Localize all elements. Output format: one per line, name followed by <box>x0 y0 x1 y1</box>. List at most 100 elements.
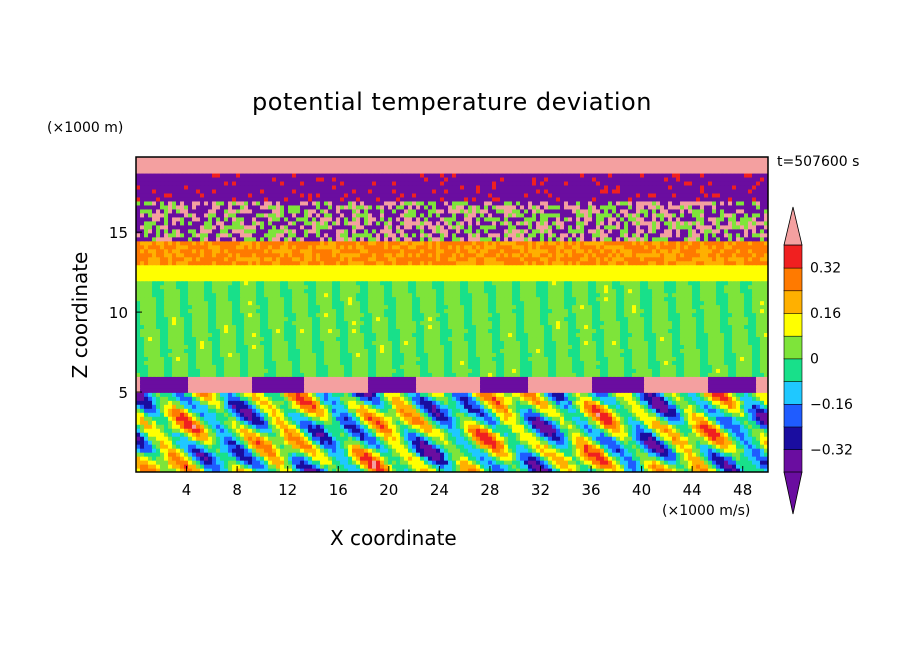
field-cell <box>752 388 757 393</box>
field-cell <box>416 356 421 361</box>
field-cell <box>648 348 653 353</box>
field-cell <box>268 360 273 365</box>
field-cell <box>508 436 513 441</box>
field-cell <box>576 412 581 417</box>
field-cell <box>612 388 617 393</box>
field-cell <box>268 452 273 457</box>
field-cell <box>212 464 217 469</box>
field-cell <box>440 432 445 437</box>
field-cell <box>604 352 609 357</box>
field-cell <box>760 376 765 381</box>
field-cell <box>276 432 281 437</box>
field-cell <box>520 360 525 365</box>
field-cell <box>592 380 597 385</box>
field-cell <box>632 404 637 409</box>
field-cell <box>496 432 501 437</box>
field-cell <box>604 460 609 465</box>
field-cell <box>696 424 701 429</box>
field-cell <box>368 468 373 472</box>
field-cell <box>164 404 169 409</box>
field-cell <box>252 420 257 425</box>
field-cell <box>240 400 245 405</box>
field-cell <box>580 396 585 401</box>
field-cell <box>384 424 389 429</box>
field-cell <box>356 364 361 369</box>
field-cell <box>488 364 493 369</box>
field-cell <box>204 396 209 401</box>
field-cell <box>672 356 677 361</box>
field-cell <box>372 388 377 393</box>
field-cell <box>340 344 345 349</box>
field-cell <box>332 368 337 373</box>
field-cell <box>420 440 425 445</box>
field-cell <box>240 456 245 461</box>
field-cell <box>548 376 553 381</box>
field-cell <box>584 400 589 405</box>
field-cell <box>736 352 741 357</box>
field-cell <box>664 388 669 393</box>
field-cell <box>484 428 489 433</box>
field-cell <box>508 400 513 405</box>
field-cell <box>324 424 329 429</box>
field-cell <box>160 352 165 357</box>
field-cell <box>540 448 545 453</box>
field-cell <box>240 424 245 429</box>
field-cell <box>188 432 193 437</box>
field-cell <box>512 452 517 457</box>
field-cell <box>488 412 493 417</box>
field-cell <box>680 444 685 449</box>
field-cell <box>684 380 689 385</box>
field-cell <box>376 384 381 389</box>
field-cell <box>664 376 669 381</box>
field-cell <box>692 460 697 465</box>
field-cell <box>616 412 621 417</box>
field-cell <box>372 412 377 417</box>
field-cell <box>652 444 657 449</box>
field-cell <box>632 460 637 465</box>
field-cell <box>736 412 741 417</box>
field-cell <box>156 344 161 349</box>
field-cell <box>208 428 213 433</box>
field-cell <box>260 440 265 445</box>
field-cell <box>432 444 437 449</box>
field-cell <box>384 360 389 365</box>
field-cell <box>720 464 725 469</box>
field-cell <box>464 344 469 349</box>
field-cell <box>648 420 653 425</box>
field-cell <box>544 348 549 353</box>
field-cell <box>476 344 481 349</box>
field-cell <box>428 356 433 361</box>
field-cell <box>492 416 497 421</box>
field-cell <box>468 404 473 409</box>
field-cell <box>492 352 497 357</box>
field-cell <box>284 364 289 369</box>
field-cell <box>544 456 549 461</box>
field-cell <box>180 380 185 385</box>
field-cell <box>588 372 593 377</box>
field-cell <box>296 364 301 369</box>
field-cell <box>408 456 413 461</box>
field-cell <box>716 436 721 441</box>
field-cell <box>156 440 161 445</box>
field-cell <box>532 380 537 385</box>
field-cell <box>480 416 485 421</box>
field-cell <box>556 396 561 401</box>
field-cell <box>544 368 549 373</box>
field-cell <box>160 356 165 361</box>
field-cell <box>168 428 173 433</box>
field-cell <box>216 384 221 389</box>
field-cell <box>704 364 709 369</box>
field-cell <box>652 460 657 465</box>
field-cell <box>256 456 261 461</box>
field-cell <box>608 428 613 433</box>
field-cell <box>436 420 441 425</box>
field-cell <box>176 404 181 409</box>
field-cell <box>460 464 465 469</box>
field-cell <box>460 348 465 353</box>
field-cell <box>736 448 741 453</box>
field-cell <box>528 376 533 381</box>
field-cell <box>484 456 489 461</box>
field-cell <box>144 392 149 397</box>
field-cell <box>416 376 421 381</box>
field-cell <box>400 452 405 457</box>
